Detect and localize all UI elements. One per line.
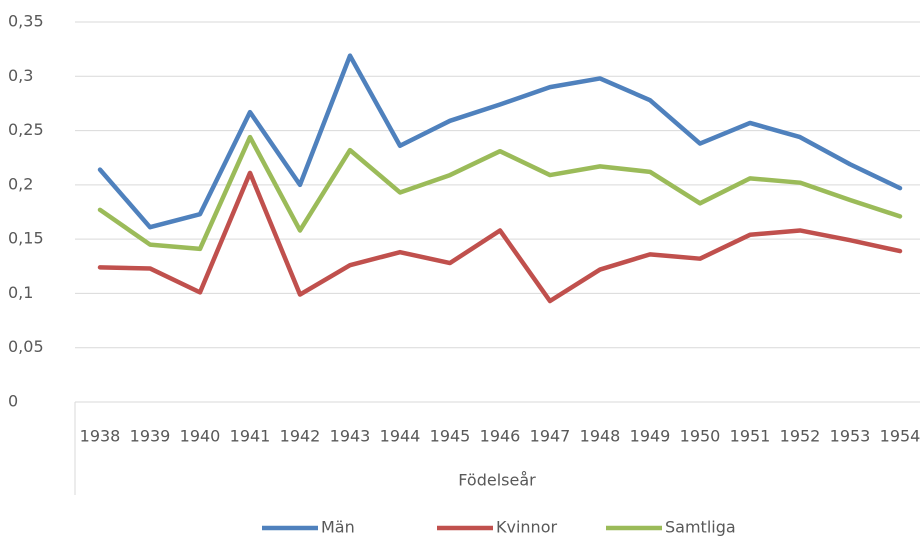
y-tick-label: 0,3 [8,66,33,85]
y-tick-label: 0,15 [8,229,44,248]
x-tick-label: 1952 [780,427,821,446]
x-tick-label: 1948 [580,427,621,446]
x-tick-label: 1950 [680,427,721,446]
series-line [97,134,903,252]
x-tick-label: 1942 [280,427,321,446]
x-tick-label: 1947 [530,427,571,446]
y-tick-label: 0,25 [8,120,44,139]
x-tick-label: 1939 [130,427,171,446]
x-tick-label: 1940 [180,427,221,446]
legend-label: Samtliga [665,518,736,537]
y-tick-label: 0,2 [8,174,33,193]
legend-label: Kvinnor [496,518,557,537]
x-tick-label: 1951 [730,427,771,446]
x-tick-label: 1945 [430,427,471,446]
series-line [97,170,903,304]
x-tick-label: 1943 [330,427,371,446]
y-tick-label: 0,1 [8,283,33,302]
y-tick-label: 0,05 [8,337,44,356]
x-tick-label: 1938 [80,427,121,446]
x-tick-label: 1953 [830,427,871,446]
y-tick-label: 0 [8,392,18,411]
legend-label: Män [321,518,355,537]
x-tick-label: 1949 [630,427,671,446]
series-line [97,53,903,230]
x-tick-label: 1944 [380,427,421,446]
y-tick-label: 0,35 [8,12,44,31]
x-axis-title: Födelseår [458,471,536,490]
x-tick-label: 1946 [480,427,521,446]
x-tick-label: 1941 [230,427,271,446]
x-tick-label: 1954 [880,427,920,446]
